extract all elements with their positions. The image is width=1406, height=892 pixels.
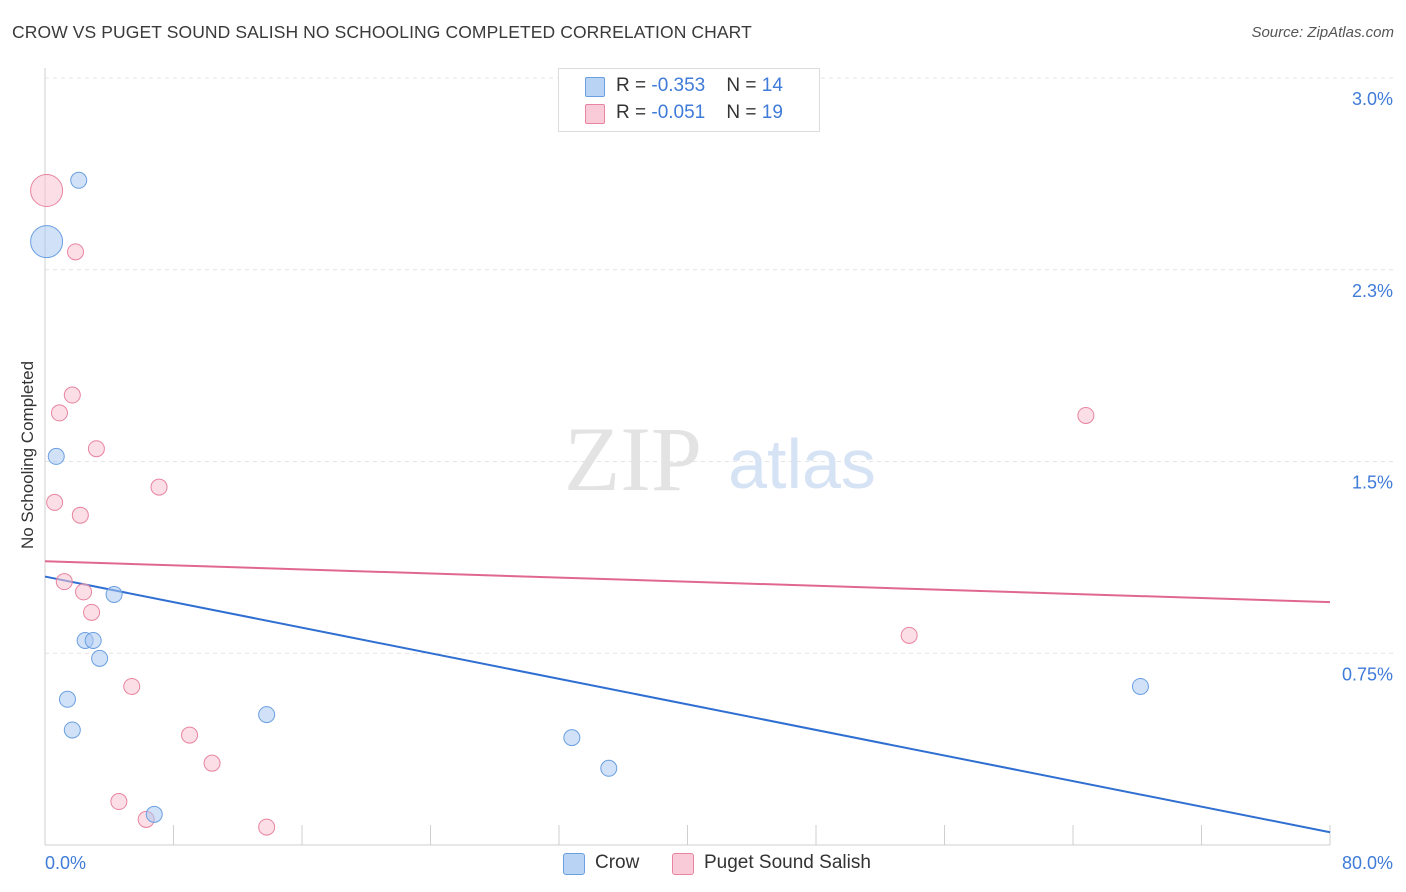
crow-swatch [585,77,605,97]
salish-point [75,583,93,601]
salish-point [1077,406,1095,424]
salish-point [900,626,918,644]
crow-point [91,649,109,667]
salish-r-label: R = [616,102,652,123]
stats-legend: R = -0.353 N = 14 R = -0.051 N = 19 [558,68,820,132]
salish-point [181,726,199,744]
salish-point [87,440,105,458]
y-tick-label: 2.3% [1352,281,1393,301]
crow-trend-line [44,575,1331,834]
crow-point [600,759,618,777]
trend-lines [44,560,1331,834]
salish-point [67,243,85,261]
crow-r-value: -0.353 [651,75,706,96]
salish-trend-line [44,560,1331,604]
crow-point [105,585,123,603]
watermark-zip: ZIP [564,408,702,510]
crow-n-value: 14 [761,75,783,96]
salish-point [55,573,73,591]
salish-n-value: 19 [761,102,783,123]
salish-point [83,603,101,621]
y-tick-label: 1.5% [1352,473,1393,493]
watermark-atlas: atlas [728,425,876,503]
salish-point [46,493,64,511]
crow-n-label: N = [726,75,762,96]
crow-legend-swatch [563,853,585,875]
crow-point [258,706,276,724]
tick-labels: 0.75% 1.5% 2.3% 3.0% 0.0% 80.0% [45,89,1393,873]
salish-point [258,818,276,836]
crow-point [1131,677,1149,695]
watermark: ZIP atlas [564,408,876,510]
salish-point [203,754,221,772]
salish-legend-label: Puget Sound Salish [704,852,871,873]
crow-r-label: R = [616,75,652,96]
data-points [30,171,1149,836]
y-tick-label: 0.75% [1342,664,1393,684]
crow-point [84,631,102,649]
crow-point [47,447,65,465]
salish-point [63,386,81,404]
salish-legend-swatch [672,853,694,875]
crow-point [145,805,163,823]
crow-point [563,729,581,747]
salish-point [71,506,89,524]
x-tick-label-max: 80.0% [1342,853,1393,873]
crow-point [30,225,64,259]
crow-point [63,721,81,739]
chart-title: CROW VS PUGET SOUND SALISH NO SCHOOLING … [12,22,752,42]
crow-legend-label: Crow [595,852,640,873]
crow-point [70,171,88,189]
salish-n-label: N = [726,102,762,123]
salish-point [150,478,168,496]
salish-point [30,173,64,207]
salish-point [110,793,128,811]
salish-point [50,404,68,422]
y-tick-label: 3.0% [1352,89,1393,109]
source-label: Source: ZipAtlas.com [1251,24,1394,41]
salish-swatch [585,104,605,124]
x-tick-label-min: 0.0% [45,853,86,873]
crow-point [58,690,76,708]
salish-point [123,677,141,695]
salish-r-value: -0.051 [651,102,706,123]
